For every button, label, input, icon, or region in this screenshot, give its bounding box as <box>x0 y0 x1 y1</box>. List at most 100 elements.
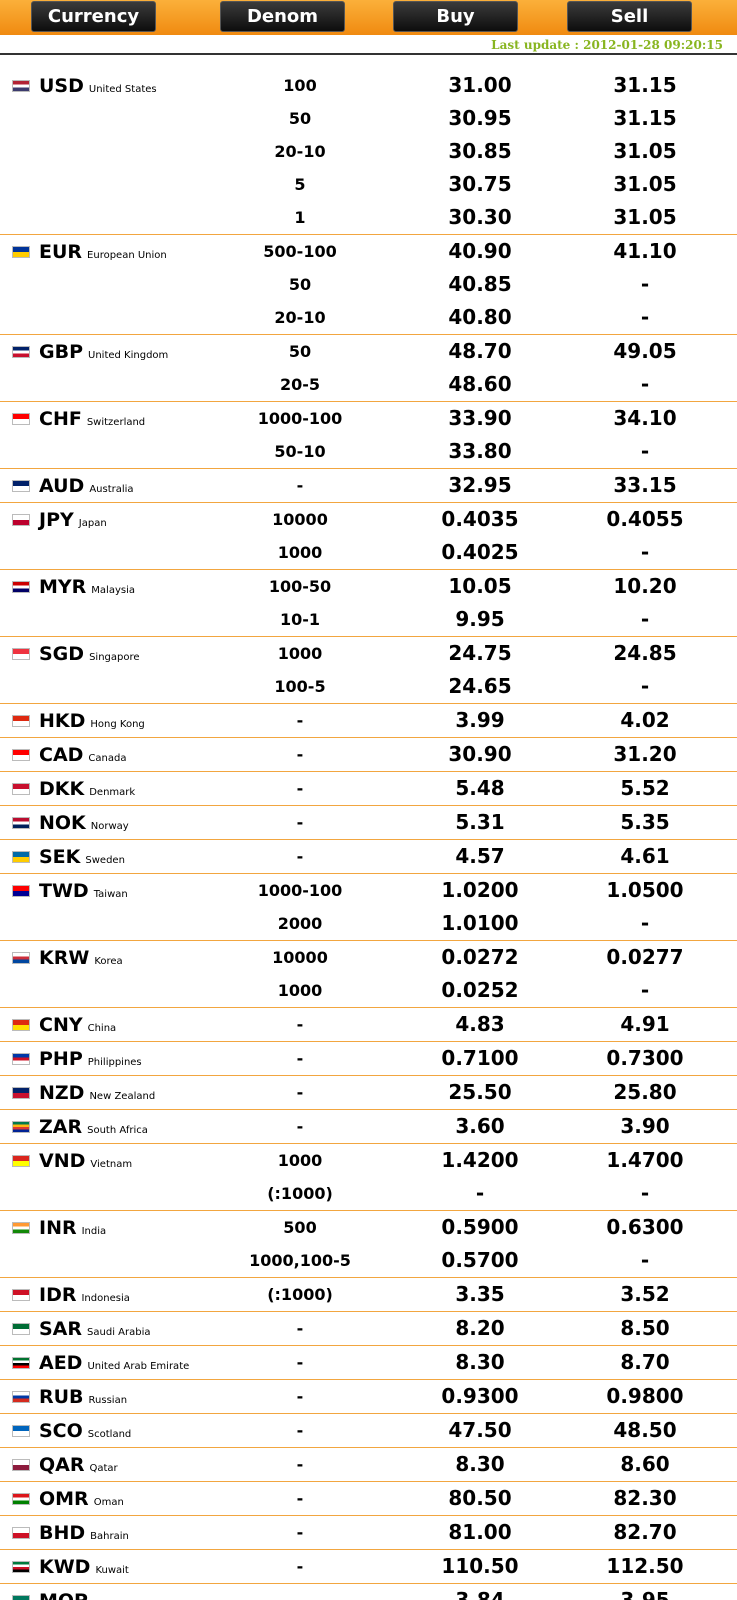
denom-cell: - <box>296 1117 304 1136</box>
us-flag-icon <box>12 79 30 92</box>
currency-label: NOK Norway <box>12 806 129 839</box>
buy-rate-cell: 81.00 <box>448 1520 512 1544</box>
sell-rate-cell: - <box>640 1181 650 1205</box>
currency-label: SEK Sweden <box>12 840 125 873</box>
denom-cell: 50 <box>288 109 312 128</box>
last-update-text: Last update : 2012-01-28 09:20:15 <box>491 38 723 52</box>
denom-cell: - <box>296 1083 304 1102</box>
rate-table: USD United States 100 31.00 31.15 50 30.95 31.1… <box>0 69 737 1600</box>
currency-country: United Kingdom <box>88 350 169 361</box>
currency-country: Japan <box>78 518 107 529</box>
currency-group-eur: EUR European Union 500-100 40.90 41.10 50 40.8… <box>0 235 737 335</box>
tab-currency[interactable]: Currency <box>31 1 156 32</box>
denom-cell: - <box>296 1319 304 1338</box>
denom-cell: 20-5 <box>279 375 321 394</box>
table-row: 10-1 9.95 - <box>0 603 737 636</box>
buy-rate-cell: 32.95 <box>448 473 512 497</box>
currency-code: DKK <box>39 777 85 800</box>
buy-rate-cell: 48.60 <box>448 372 512 396</box>
currency-country: South Africa <box>87 1125 148 1136</box>
buy-rate-cell: 0.4035 <box>441 507 519 531</box>
buy-rate-cell: 0.9300 <box>441 1384 519 1408</box>
currency-code: QAR <box>39 1453 85 1476</box>
table-row: SGD Singapore 1000 24.75 24.85 <box>0 637 737 670</box>
currency-country: Qatar <box>89 1463 118 1474</box>
sell-rate-cell: 5.52 <box>620 776 670 800</box>
currency-group-aed: AED United Arab Emirate - 8.30 8.70 <box>0 1346 737 1380</box>
currency-code: KRW <box>39 946 90 969</box>
currency-label: ZAR South Africa <box>12 1110 148 1143</box>
currency-label: EUR European Union <box>12 235 167 268</box>
currency-country: Russian <box>88 1395 128 1406</box>
sell-rate-cell: 5.35 <box>620 810 670 834</box>
denom-cell: - <box>296 1421 304 1440</box>
sell-rate-cell: 0.6300 <box>606 1215 684 1239</box>
buy-rate-cell: 0.4025 <box>441 540 519 564</box>
uk-flag-icon <box>12 345 30 358</box>
currency-group-hkd: HKD Hong Kong - 3.99 4.02 <box>0 704 737 738</box>
norway-flag-icon <box>12 816 30 829</box>
southafrica-flag-icon <box>12 1120 30 1133</box>
denom-cell: - <box>296 1557 304 1576</box>
currency-group-vnd: VND Vietnam 1000 1.4200 1.4700 (:1000) - - <box>0 1144 737 1211</box>
buy-rate-cell: 3.35 <box>455 1282 505 1306</box>
sell-rate-cell: 31.15 <box>613 106 677 130</box>
sell-rate-cell: 0.4055 <box>606 507 684 531</box>
sell-rate-cell: 41.10 <box>613 239 677 263</box>
currency-code: JPY <box>39 508 74 531</box>
tab-denom[interactable]: Denom <box>220 1 345 32</box>
currency-group-usd: USD United States 100 31.00 31.15 50 30.95 31.1… <box>0 69 737 235</box>
currency-group-omr: OMR Oman - 80.50 82.30 <box>0 1482 737 1516</box>
tab-sell[interactable]: Sell <box>567 1 692 32</box>
currency-code: HKD <box>39 709 86 732</box>
denom-cell: - <box>296 745 304 764</box>
denom-cell: 10-1 <box>279 610 321 629</box>
currency-group-rub: RUB Russian - 0.9300 0.9800 <box>0 1380 737 1414</box>
sell-rate-cell: 3.90 <box>620 1114 670 1138</box>
currency-label: DKK Denmark <box>12 772 135 805</box>
table-row: 100-5 24.65 - <box>0 670 737 703</box>
currency-group-mop: MOPMacao - 3.84 3.95 <box>0 1584 737 1600</box>
currency-country: United States <box>88 84 157 95</box>
sell-rate-cell: 3.95 <box>620 1588 670 1600</box>
swiss-flag-icon <box>12 412 30 425</box>
buy-rate-cell: 0.7100 <box>441 1046 519 1070</box>
buy-rate-cell: 47.50 <box>448 1418 512 1442</box>
table-row: KWD Kuwait - 110.50 112.50 <box>0 1550 737 1583</box>
sell-rate-cell: 31.05 <box>613 172 677 196</box>
canada-flag-icon <box>12 748 30 761</box>
currency-label: SCO Scotland <box>12 1414 131 1447</box>
denom-cell: - <box>296 1353 304 1372</box>
table-row: RUB Russian - 0.9300 0.9800 <box>0 1380 737 1413</box>
currency-label: CNY China <box>12 1008 116 1041</box>
sell-rate-cell: 31.15 <box>613 73 677 97</box>
currency-country: Kuwait <box>95 1565 129 1576</box>
sell-rate-cell: 31.05 <box>613 139 677 163</box>
tab-buy[interactable]: Buy <box>393 1 518 32</box>
table-row: 20-5 48.60 - <box>0 368 737 401</box>
scotland-flag-icon <box>12 1424 30 1437</box>
currency-group-sco: SCO Scotland - 47.50 48.50 <box>0 1414 737 1448</box>
table-row: 1000 0.0252 - <box>0 974 737 1007</box>
currency-group-gbp: GBP United Kingdom 50 48.70 49.05 20-5 48.60 - <box>0 335 737 402</box>
currency-group-krw: KRW Korea 10000 0.0272 0.0277 1000 0.0252 - <box>0 941 737 1008</box>
table-row: 50-10 33.80 - <box>0 435 737 468</box>
denom-cell: (:1000) <box>267 1184 333 1203</box>
buy-rate-cell: 40.85 <box>448 272 512 296</box>
table-row: QAR Qatar - 8.30 8.60 <box>0 1448 737 1481</box>
sell-rate-cell: - <box>640 674 650 698</box>
sell-rate-cell: 25.80 <box>613 1080 677 1104</box>
currency-label: CAD Canada <box>12 738 126 771</box>
currency-group-sar: SAR Saudi Arabia - 8.20 8.50 <box>0 1312 737 1346</box>
buy-rate-cell: 1.4200 <box>441 1148 519 1172</box>
currency-label: OMR Oman <box>12 1482 124 1515</box>
table-row: 5 30.75 31.05 <box>0 168 737 201</box>
denom-cell: 50 <box>288 342 312 361</box>
sell-rate-cell: 24.85 <box>613 641 677 665</box>
table-row: 1 30.30 31.05 <box>0 201 737 234</box>
table-row: BHD Bahrain - 81.00 82.70 <box>0 1516 737 1549</box>
currency-group-idr: IDR Indonesia (:1000) 3.35 3.52 <box>0 1278 737 1312</box>
sell-rate-cell: 4.91 <box>620 1012 670 1036</box>
macao-flag-icon <box>12 1594 30 1600</box>
buy-rate-cell: 40.90 <box>448 239 512 263</box>
